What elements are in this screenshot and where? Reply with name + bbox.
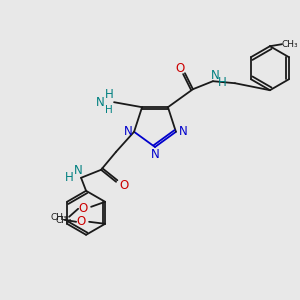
Text: CH₃: CH₃ [51, 213, 68, 222]
Text: O: O [175, 62, 184, 75]
Text: H: H [65, 171, 74, 184]
Text: N: N [211, 69, 219, 82]
Text: O: O [76, 215, 86, 228]
Text: CH₃: CH₃ [282, 40, 298, 49]
Text: H: H [105, 88, 113, 101]
Text: CH₃: CH₃ [56, 216, 72, 225]
Text: H: H [218, 76, 226, 89]
Text: H: H [105, 105, 113, 115]
Text: N: N [178, 125, 187, 138]
Text: N: N [124, 125, 133, 138]
Text: O: O [79, 202, 88, 215]
Text: O: O [119, 179, 129, 192]
Text: N: N [96, 96, 104, 109]
Text: N: N [151, 148, 159, 160]
Text: N: N [74, 164, 82, 177]
